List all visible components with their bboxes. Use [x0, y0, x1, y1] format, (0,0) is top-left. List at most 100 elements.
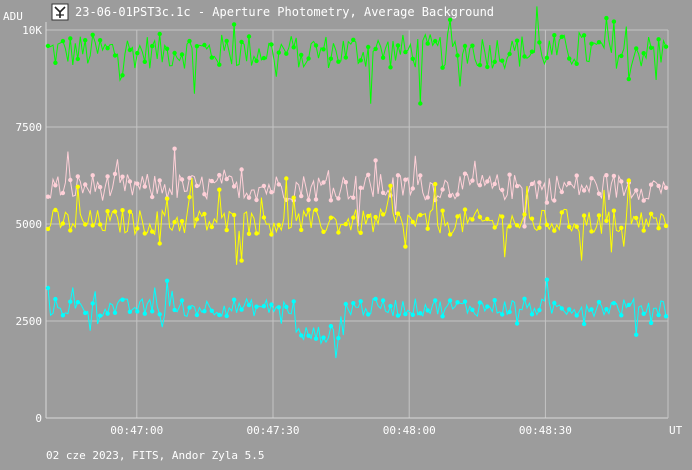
data-point [500, 187, 505, 193]
data-point [239, 39, 244, 45]
data-point [596, 191, 602, 196]
data-point [388, 303, 393, 309]
data-point [306, 207, 311, 212]
data-point [440, 208, 445, 213]
data-point [492, 225, 497, 230]
x-tick-label: 00:47:30 [247, 424, 300, 437]
data-point [529, 216, 535, 221]
data-point [187, 175, 192, 181]
data-point [217, 187, 222, 192]
data-point [135, 181, 140, 186]
data-point [581, 321, 587, 327]
data-point [194, 312, 200, 318]
y-axis-label: ADU [3, 10, 23, 23]
data-point [634, 188, 639, 193]
data-point [328, 323, 334, 329]
data-point [231, 22, 237, 27]
y-tick-label: 0 [35, 412, 42, 425]
data-point [544, 222, 550, 227]
data-point [217, 62, 222, 67]
data-point [447, 17, 453, 22]
data-point [313, 43, 319, 48]
data-point [477, 62, 483, 68]
data-point [75, 184, 81, 189]
data-point [313, 197, 319, 202]
data-point [224, 313, 229, 319]
data-point [634, 46, 639, 51]
data-point [656, 226, 661, 231]
x-tick-label: 00:48:00 [383, 424, 436, 437]
data-point [418, 311, 423, 316]
data-point [194, 217, 200, 222]
data-point [83, 310, 88, 316]
data-point [299, 227, 304, 233]
data-point [112, 53, 118, 58]
data-point [663, 185, 669, 190]
data-point [380, 298, 386, 303]
y-tick-label: 5000 [16, 218, 43, 231]
data-point [462, 171, 468, 176]
data-point [209, 308, 214, 313]
data-point [313, 336, 319, 341]
data-point [470, 217, 475, 222]
data-point [567, 56, 572, 61]
data-point [179, 298, 185, 303]
data-point [641, 198, 646, 203]
data-point [559, 210, 564, 215]
data-point [500, 58, 505, 63]
data-point [172, 50, 177, 56]
data-point [447, 193, 453, 198]
data-point [634, 215, 639, 221]
data-point [366, 213, 371, 219]
data-point [626, 178, 631, 183]
app-logo-icon [51, 3, 69, 21]
data-point [559, 34, 564, 39]
data-point [45, 226, 51, 232]
data-point [194, 44, 200, 49]
data-point [336, 230, 341, 235]
series-line [47, 6, 667, 104]
data-point [567, 181, 572, 186]
data-point [596, 40, 602, 45]
data-point [75, 174, 81, 179]
data-point [120, 297, 125, 302]
data-point [574, 313, 579, 318]
data-point [68, 36, 73, 41]
data-point [306, 333, 311, 338]
data-point [157, 31, 162, 37]
data-point [150, 229, 155, 234]
data-point [500, 214, 505, 219]
data-point [507, 309, 512, 315]
data-point [574, 173, 579, 178]
data-point [202, 42, 207, 48]
data-point [425, 41, 430, 46]
data-point [97, 184, 103, 190]
data-point [514, 183, 520, 189]
data-point [648, 320, 654, 326]
data-point [470, 178, 475, 183]
data-point [522, 224, 527, 229]
data-point [403, 244, 408, 249]
series-3 [45, 277, 669, 358]
data-point [90, 173, 95, 178]
data-point [552, 33, 557, 38]
data-point [194, 183, 200, 189]
data-point [269, 232, 274, 237]
data-point [120, 208, 125, 213]
data-point [105, 311, 110, 316]
data-point [351, 215, 356, 220]
data-point [239, 307, 244, 312]
data-point [388, 65, 393, 70]
data-point [90, 32, 95, 37]
y-tick-label: 2500 [16, 315, 43, 328]
data-point [343, 180, 348, 185]
data-point [246, 34, 252, 39]
data-point [559, 306, 564, 311]
data-point [433, 181, 438, 187]
data-point [157, 178, 162, 183]
data-point [209, 55, 214, 60]
data-point [433, 38, 438, 44]
data-point [202, 309, 207, 314]
data-point [336, 59, 341, 64]
data-point [239, 258, 244, 263]
